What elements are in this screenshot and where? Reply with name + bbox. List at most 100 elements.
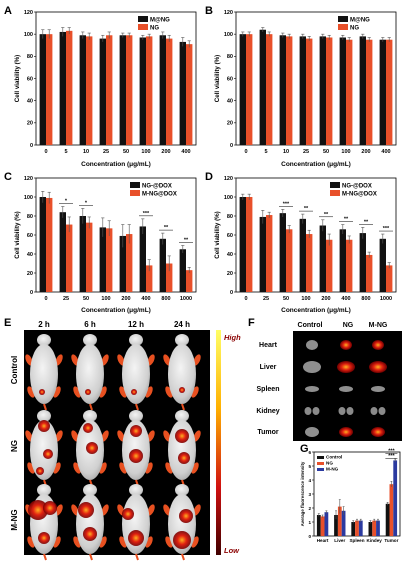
bar-ng-dox-6: [359, 233, 366, 292]
bar-m-ng-0: [39, 34, 46, 145]
x-tick-label: 10: [283, 149, 289, 155]
bar-m-ng-4: [393, 460, 398, 536]
row-label: Control: [10, 356, 19, 384]
panel-label-g: G: [300, 443, 309, 455]
bar-m-ng-0: [239, 34, 246, 145]
y-tick-label: 40: [27, 252, 33, 258]
mouse-image: [71, 484, 109, 561]
bar-ng-dox-0: [39, 197, 46, 292]
organ-label: Liver: [260, 364, 277, 371]
x-tick-label: 25: [303, 149, 309, 155]
bar-m-ng-dox-1: [66, 224, 73, 292]
bar-m-ng-7: [379, 39, 386, 146]
mouse-paw: [71, 430, 79, 442]
bar-m-ng-dox-0: [46, 197, 53, 292]
fluorescence-spot: [39, 389, 45, 395]
bar-m-ng-dox-4: [326, 239, 333, 292]
bar-ng-1: [337, 506, 342, 536]
y-tick-label: 120: [224, 10, 233, 16]
mouse-tail: [135, 553, 139, 561]
bar-ng-6: [166, 38, 173, 145]
x-tick-label: 25: [103, 149, 109, 155]
panel-label-c: C: [4, 171, 12, 183]
mouse-head: [83, 484, 97, 496]
mouse-head: [175, 334, 189, 346]
x-tick-label: 0: [44, 149, 47, 155]
legend-label: M-NG@DOX: [342, 192, 377, 198]
y-tick-label: 60: [227, 233, 233, 239]
x-tick-label: 1000: [380, 296, 392, 302]
mouse-head: [175, 484, 189, 496]
x-tick-label: 100: [141, 149, 150, 155]
bar-m-ng-3: [299, 36, 306, 146]
fluorescence-spot: [86, 442, 98, 454]
y-tick-label: 20: [227, 121, 233, 127]
mouse-paw: [147, 430, 155, 442]
bar-ng-dox-7: [379, 238, 386, 292]
bar-m-ng-7: [179, 41, 186, 145]
bar-ng-0: [320, 516, 325, 536]
organ-image: [338, 407, 346, 415]
bar-m-ng-dox-3: [106, 228, 113, 292]
mouse-body: [76, 344, 104, 404]
x-tick-label: 400: [381, 149, 390, 155]
y-tick-label: 100: [224, 195, 233, 201]
x-tick-label: 1000: [180, 296, 192, 302]
mouse-image: [163, 484, 201, 561]
fluorescence-spot: [175, 429, 189, 443]
y-tick-label: 100: [24, 195, 33, 201]
y-tick-label: 80: [227, 54, 233, 60]
mouse-image: [71, 334, 109, 411]
legend-swatch: [338, 16, 348, 22]
fluorescence-spot: [38, 532, 50, 544]
bar-m-ng-dox-2: [86, 222, 93, 292]
legend-swatch: [138, 16, 148, 22]
x-tick-label: 400: [341, 296, 350, 302]
organ-image: [305, 427, 319, 437]
mouse-image: [25, 334, 63, 411]
bar-m-ng-2: [358, 520, 363, 536]
bar-ng-0: [46, 34, 53, 145]
chart-panel-g: G 0 1 2 3 4 5 6 Average fluorescence intensity He…: [300, 443, 401, 543]
bar-ng-dox-3: [299, 218, 306, 292]
fluorescence-spot: [83, 423, 93, 433]
mouse-head: [129, 410, 143, 422]
bar-ng-dox-0: [239, 197, 246, 292]
x-tick-label: 100: [101, 296, 110, 302]
x-tick-label: 50: [323, 149, 329, 155]
organ-image: [304, 407, 312, 415]
panel-label-f: F: [248, 317, 255, 329]
y-tick-label: 100: [24, 32, 33, 38]
bar-control-0: [316, 515, 321, 536]
bar-ng-0: [246, 34, 253, 145]
mouse-body: [30, 344, 58, 404]
bar-m-ng-dox-3: [306, 234, 313, 292]
fluorescence-spot: [122, 508, 134, 520]
y-tick-label: 0: [30, 290, 33, 296]
legend-swatch: [317, 468, 324, 471]
organ-image: [305, 386, 319, 392]
mouse-image: [117, 334, 155, 411]
y-tick-label: 3: [308, 492, 311, 497]
mouse-tail: [89, 553, 93, 561]
bar-control-4: [385, 503, 390, 536]
y-tick-label: 4: [308, 478, 311, 483]
organ-label: Kidney: [256, 408, 279, 415]
significance-mark: ***: [388, 453, 395, 459]
bar-control-2: [351, 522, 356, 536]
organ-image: [303, 361, 321, 373]
legend-label: M@NG: [150, 18, 170, 24]
y-tick-label: 0: [230, 290, 233, 296]
mouse-paw: [25, 430, 33, 442]
mouse-body: [30, 420, 58, 480]
fluorescence-spot: [43, 449, 53, 459]
x-tick-label: Liver: [334, 538, 345, 543]
x-tick-label: 25: [63, 296, 69, 302]
bar-m-ng-1: [341, 510, 346, 536]
bar-m-ng-0: [324, 512, 329, 536]
mouse-paw: [55, 430, 63, 442]
y-tick-label: 60: [227, 76, 233, 82]
mouse-paw: [101, 354, 109, 366]
bar-ng-3: [306, 38, 313, 145]
x-tick-label: 100: [341, 149, 350, 155]
